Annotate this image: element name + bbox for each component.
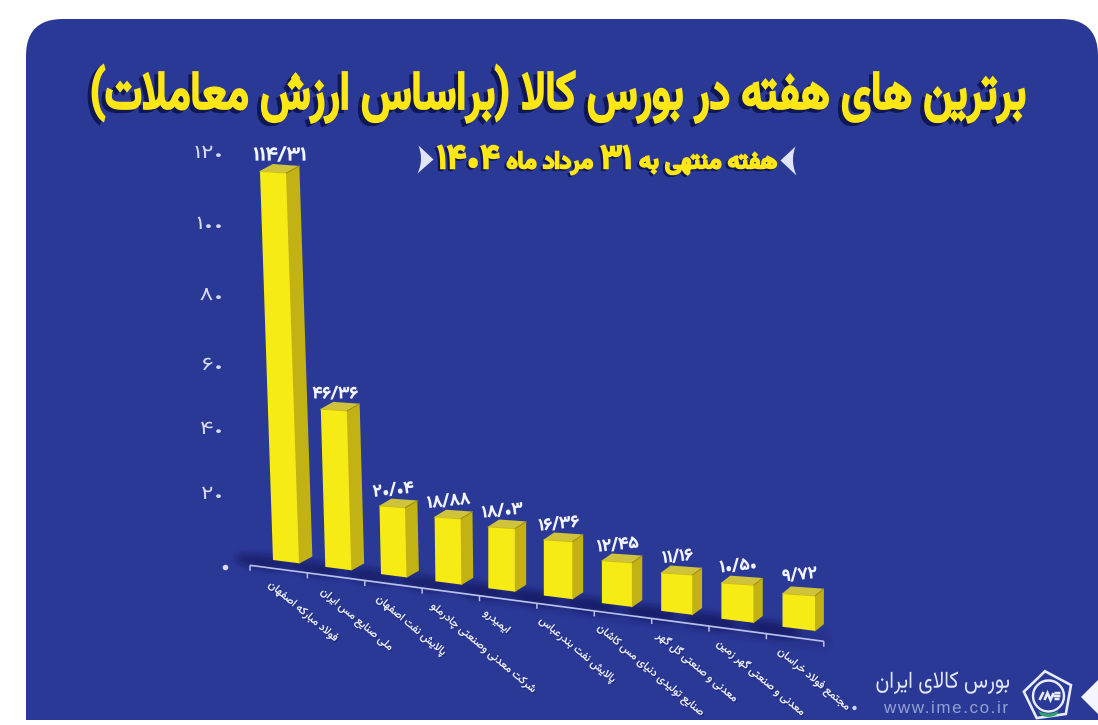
svg-text:www.ime.co.ir: www.ime.co.ir <box>883 698 1010 717</box>
